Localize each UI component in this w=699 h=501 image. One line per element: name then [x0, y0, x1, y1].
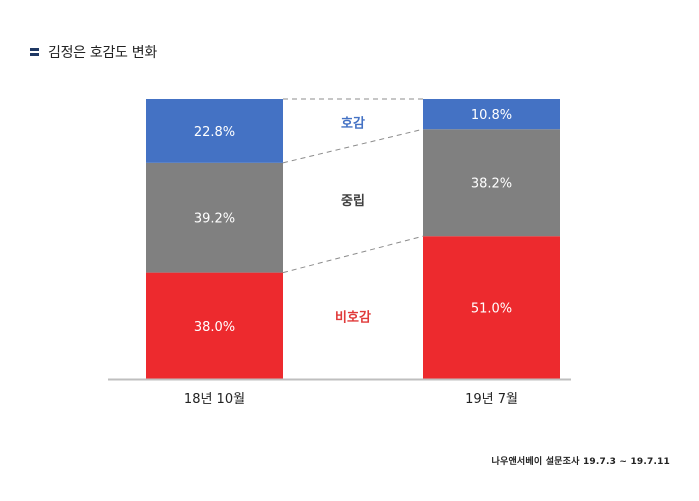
bar-segment-unfavorable-0 — [146, 272, 283, 379]
data-label: 10.8% — [471, 108, 512, 123]
bar-segment-neutral-1 — [423, 129, 560, 237]
connector-line — [282, 128, 424, 164]
data-label: 22.8% — [194, 125, 235, 140]
data-label: 39.2% — [194, 212, 235, 227]
neutral-series-label: 중립 — [341, 194, 365, 209]
x-tick-label: 19년 7월 — [465, 392, 518, 407]
source-note: 나우앤서베이 설문조사 19.7.3 ~ 19.7.11 — [491, 457, 670, 467]
title-bullet-icon — [30, 48, 39, 56]
bar-segment-favorable-0 — [146, 99, 283, 163]
chart-title-row: 김정은 호감도 변화 — [30, 42, 157, 62]
chart-title: 김정은 호감도 변화 — [48, 45, 157, 61]
favorable-series-label: 호감 — [341, 117, 365, 132]
connector-line — [282, 235, 424, 274]
bar-segment-neutral-0 — [146, 162, 283, 273]
data-label: 51.0% — [471, 302, 512, 317]
unfavorable-series-label: 비호감 — [335, 311, 371, 326]
bar-segment-favorable-1 — [423, 99, 560, 130]
data-label: 38.0% — [194, 320, 235, 335]
bar-segment-unfavorable-1 — [423, 236, 560, 379]
data-label: 38.2% — [471, 177, 512, 192]
x-tick-label: 18년 10월 — [184, 392, 245, 407]
